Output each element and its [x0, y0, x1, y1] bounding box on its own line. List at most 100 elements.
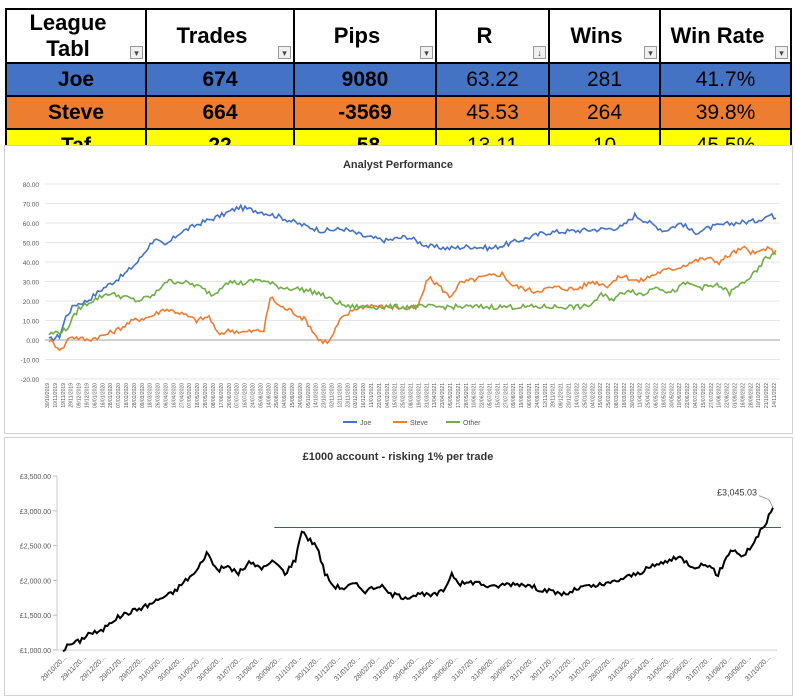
- x-tick-label: 06/05/2022: [653, 383, 659, 408]
- cell-trades[interactable]: 674: [145, 62, 295, 97]
- y-tick-label: 0.00: [26, 338, 39, 345]
- x-tick-label: 05/05/2021: [448, 383, 454, 408]
- cell-pips[interactable]: -3569: [293, 95, 437, 130]
- cell-name[interactable]: Steve: [5, 95, 147, 130]
- x-tick-label: 25/01/2022: [582, 383, 588, 408]
- x-tick-label: 18/03/2020: [148, 383, 154, 408]
- y-tick-label: £2,500.00: [20, 544, 51, 551]
- cell-pips[interactable]: 9080: [293, 62, 437, 97]
- legend-label: Joe: [360, 420, 371, 427]
- x-tick-label: 04/09/2020: [282, 383, 288, 408]
- x-tick-label: 10/11/2019: [53, 383, 59, 408]
- x-tick-label: 09/03/2020: [140, 383, 146, 408]
- x-tick-label: 18/05/2022: [661, 383, 667, 408]
- x-tick-label: 13/04/2021: [432, 383, 438, 408]
- x-tick-label: 15/09/2020: [290, 383, 296, 408]
- cell-wins[interactable]: 281: [548, 62, 661, 97]
- header-cell-win-rate[interactable]: Win Rate ▾: [659, 8, 792, 64]
- cell-trades[interactable]: 664: [145, 95, 295, 130]
- header-cell-wins[interactable]: Wins ▾: [548, 8, 661, 64]
- cell-name[interactable]: Joe: [5, 62, 147, 97]
- x-tick-label: 17/06/2020: [219, 383, 225, 408]
- y-tick-label: 80.00: [23, 182, 40, 189]
- x-tick-label: 21/10/2022: [764, 383, 770, 408]
- y-tick-label: 10.00: [23, 319, 40, 326]
- header-cell-trades[interactable]: Trades ▾: [145, 8, 295, 64]
- cell-r[interactable]: 63.22: [435, 62, 550, 97]
- filter-dropdown-icon[interactable]: ▾: [130, 46, 143, 59]
- final-balance-label: £3,045.03: [717, 488, 757, 498]
- league-header-row: League Tabl ▾ Trades ▾ Pips ▾ R ↓ Wins ▾ Win …: [5, 8, 792, 64]
- y-tick-label: 40.00: [23, 260, 40, 267]
- filter-dropdown-icon[interactable]: ▾: [420, 46, 433, 59]
- cell-wins[interactable]: 264: [548, 95, 661, 130]
- x-tick-label: 19/08/2021: [519, 383, 525, 408]
- x-tick-label: 26/03/2020: [156, 383, 162, 408]
- x-tick-label: 24/09/2021: [535, 383, 541, 408]
- account-growth-chart[interactable]: £1000 account - risking 1% per trade £3,…: [4, 437, 793, 696]
- x-tick-label: 25/02/2022: [606, 383, 612, 408]
- y-tick-label: -10.00: [21, 358, 40, 365]
- header-label: Win Rate: [670, 23, 765, 48]
- legend-label: Steve: [410, 420, 428, 427]
- x-tick-label: 19/12/2019: [85, 383, 91, 408]
- x-tick-label: 25/08/2020: [274, 383, 280, 408]
- header-cell-r[interactable]: R ↓: [435, 8, 550, 64]
- x-tick-label: 10/06/2022: [677, 383, 683, 408]
- y-tick-label: £3,000.00: [20, 509, 51, 516]
- table-row: Joe 674 9080 63.22 281 41.7%: [5, 62, 792, 97]
- x-tick-label: 16/07/2020: [243, 383, 249, 408]
- x-tick-label: 08/06/2020: [211, 383, 217, 408]
- chart-title: Analyst Performance: [343, 159, 453, 171]
- x-tick-label: 10/06/2021: [472, 383, 478, 408]
- y-tick-label: 70.00: [23, 202, 40, 209]
- x-tick-label: 10/08/2022: [717, 383, 723, 408]
- x-tick-label: 18/05/2020: [195, 383, 201, 408]
- header-cell-name[interactable]: League Tabl ▾: [5, 8, 147, 64]
- table-row: Steve 664 -3569 45.53 264 39.8%: [5, 95, 792, 130]
- x-tick-label: 14/08/2020: [266, 383, 272, 408]
- x-tick-label: 26/06/2020: [227, 383, 233, 408]
- y-tick-label: 60.00: [23, 221, 40, 228]
- header-cell-pips[interactable]: Pips ▾: [293, 8, 437, 64]
- x-tick-label: 10/10/2022: [756, 383, 762, 408]
- x-tick-label: 28/05/2021: [464, 383, 470, 408]
- y-tick-label: 20.00: [23, 299, 40, 306]
- chart-title: £1000 account - risking 1% per trade: [303, 451, 494, 463]
- x-tick-label: 15/02/2022: [598, 383, 604, 408]
- x-tick-label: 28/02/2020: [132, 383, 138, 408]
- y-tick-label: £3,500.00: [20, 474, 51, 481]
- cell-r[interactable]: 45.53: [435, 95, 550, 130]
- x-tick-label: 27/07/2022: [709, 383, 715, 408]
- x-tick-label: 28/09/2022: [748, 383, 754, 408]
- x-tick-label: 16/01/2020: [100, 383, 106, 408]
- x-tick-label: 19/03/2021: [416, 383, 422, 408]
- x-tick-label: 05/07/2021: [488, 383, 494, 408]
- filter-dropdown-icon[interactable]: ▾: [775, 46, 788, 59]
- x-tick-label: 12/11/2021: [543, 383, 549, 408]
- x-tick-label: 28/05/2020: [203, 383, 209, 408]
- cell-win-rate[interactable]: 39.8%: [659, 95, 792, 130]
- y-tick-label: 50.00: [23, 241, 40, 248]
- filter-dropdown-icon[interactable]: ▾: [278, 46, 291, 59]
- x-tick-label: 24/09/2020: [298, 383, 304, 408]
- x-tick-label: 27/04/2020: [179, 383, 185, 408]
- x-tick-label: 14/01/2022: [574, 383, 580, 408]
- x-tick-label: 25/02/2021: [401, 383, 407, 408]
- cell-win-rate[interactable]: 41.7%: [659, 62, 792, 97]
- account-growth-svg: £1000 account - risking 1% per trade £3,…: [20, 451, 781, 683]
- analyst-performance-chart[interactable]: Analyst Performance 80.00 70.00 60.00 50.00…: [4, 145, 793, 434]
- y-tick-label: £2,000.00: [20, 578, 51, 585]
- x-tick-label: 04/02/2021: [385, 383, 391, 408]
- x-tick-label: 30/10/2019: [45, 383, 51, 408]
- x-tick-label: 27/07/2021: [503, 383, 509, 408]
- x-tick-label: 19/11/2019: [61, 383, 67, 408]
- x-tick-label: 22/08/2022: [725, 383, 731, 408]
- x-tick-label: 29/11/2019: [69, 383, 75, 408]
- x-tick-label: 29/11/2021: [551, 383, 557, 408]
- header-label: League Tabl: [29, 10, 107, 61]
- x-tick-label: 07/02/2020: [116, 383, 122, 408]
- filter-dropdown-icon[interactable]: ▾: [644, 46, 657, 59]
- header-label: Pips: [333, 23, 381, 48]
- sort-descending-icon[interactable]: ↓: [533, 46, 546, 59]
